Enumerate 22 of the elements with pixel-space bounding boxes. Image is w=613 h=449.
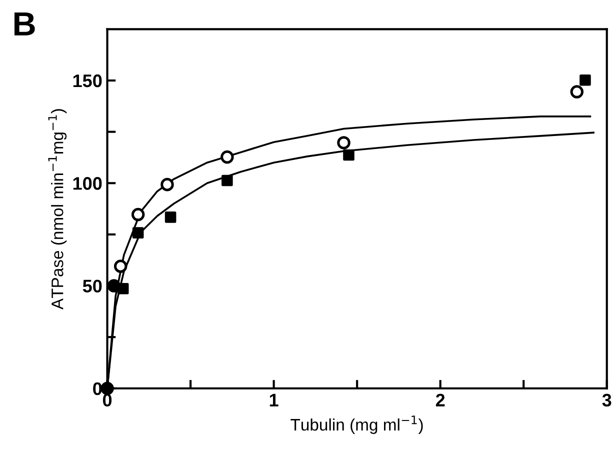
point bbox=[164, 212, 176, 223]
x-tick-label: 2 bbox=[436, 394, 445, 406]
point bbox=[160, 178, 174, 192]
point bbox=[343, 149, 354, 161]
point bbox=[222, 174, 233, 186]
y-tick-label: 0 bbox=[93, 382, 102, 396]
x-axis-title: Tubulin (mg ml$^{−1}$) bbox=[290, 416, 423, 434]
y-axis-title: ATPase (nmol min$^{−1}$mg$^{−1}$) bbox=[48, 109, 67, 310]
point bbox=[114, 260, 128, 273]
point bbox=[131, 208, 145, 222]
point bbox=[570, 85, 584, 98]
x-tick-label: 3 bbox=[602, 394, 612, 407]
point bbox=[220, 150, 234, 164]
point bbox=[337, 136, 350, 150]
point bbox=[580, 74, 591, 86]
y-tick-label: 50 bbox=[82, 280, 102, 292]
point bbox=[107, 279, 121, 292]
x-tick-label: 1 bbox=[270, 394, 278, 406]
y-tick-label: 100 bbox=[73, 177, 102, 190]
chart-title: B bbox=[14, 12, 35, 36]
y-tick-label: 150 bbox=[73, 74, 102, 88]
point bbox=[132, 227, 144, 238]
